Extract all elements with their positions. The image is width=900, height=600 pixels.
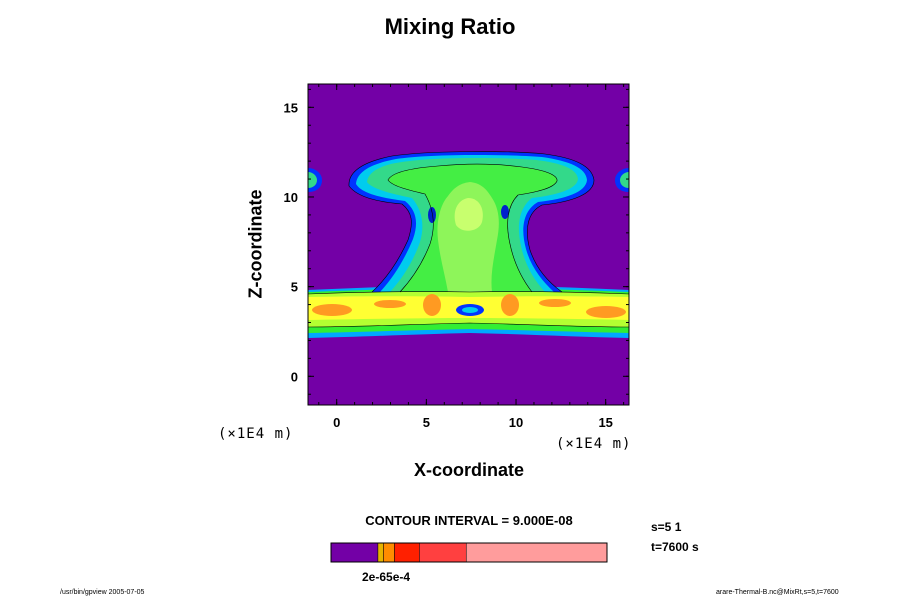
eddy (428, 207, 436, 223)
orange-cell (374, 300, 406, 308)
tick-labels: 0 5 10 15 0 5 10 15 (284, 100, 613, 430)
colorbar-label: 2e-65e-4 (362, 570, 411, 584)
y-tick-label: 5 (291, 280, 298, 295)
plume-lime (437, 182, 499, 292)
colorbar-segment (419, 542, 467, 563)
y-tick-label: 15 (284, 100, 298, 115)
contour-lines (308, 151, 629, 328)
colorbar (330, 542, 608, 563)
x-tick-label: 10 (509, 415, 523, 430)
colorbar-segment (383, 542, 395, 563)
orange-cell (423, 294, 441, 316)
plot-area (308, 84, 629, 405)
orange-cell (312, 304, 352, 316)
colorbar-segment (465, 542, 608, 563)
tick-marks (308, 84, 629, 405)
edge-cloud-right-inner (620, 172, 629, 188)
chart-title: Mixing Ratio (384, 14, 516, 39)
y-tick-label: 10 (284, 190, 298, 205)
x-axis-label: X-coordinate (413, 460, 524, 480)
x-tick-label: 15 (598, 415, 612, 430)
edge-cloud-left-inner (308, 172, 317, 188)
x-axis-unit: (×1E4 m) (556, 436, 632, 452)
stamp-t: t=7600 s (651, 540, 699, 554)
orange-cell (501, 294, 519, 316)
contour-interval-text: CONTOUR INTERVAL = 9.000E-08 (365, 513, 573, 528)
stamp-s: s=5 1 (651, 520, 682, 534)
colorbar-segment (394, 542, 420, 563)
plume-center (454, 198, 483, 231)
y-tick-label: 0 (291, 369, 298, 384)
y-axis-label: Z-coordinate (245, 189, 266, 299)
colorbar-frame (330, 542, 608, 563)
eddy (462, 307, 478, 313)
y-axis-unit: (×1E4 m) (218, 426, 294, 442)
x-tick-label: 0 (333, 415, 340, 430)
orange-cell (539, 299, 571, 307)
plot-frame (307, 83, 630, 406)
x-tick-label: 5 (423, 415, 430, 430)
footer-right: arare-Thermal-B.nc@MixRt,s=5,t=7600 (716, 589, 839, 596)
colorbar-segment (377, 542, 384, 563)
colorbar-segment (330, 542, 379, 563)
eddy (501, 205, 509, 219)
orange-cell (586, 306, 626, 318)
footer-left: /usr/bin/gpview 2005-07-05 (60, 589, 145, 596)
